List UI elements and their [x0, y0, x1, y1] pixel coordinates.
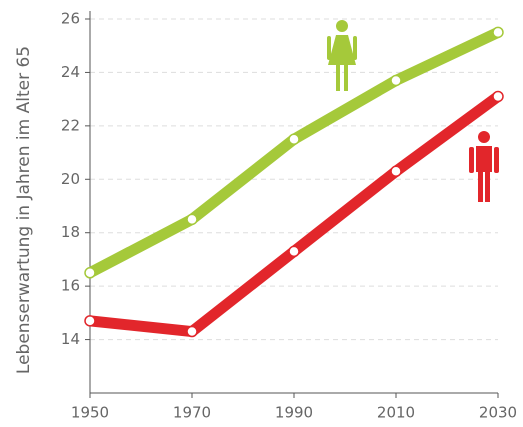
y-tick-label: 18: [61, 223, 80, 241]
y-tick-label: 20: [61, 170, 80, 188]
data-point: [186, 325, 198, 338]
series-line: [89, 92, 502, 338]
data-point: [492, 26, 504, 39]
x-tick-label: 2010: [377, 404, 415, 422]
data-point: [84, 315, 96, 327]
y-axis-label: Lebenserwartung in Jahren im Alter 65: [14, 46, 34, 374]
y-tick-label: 16: [61, 277, 80, 295]
data-point: [390, 74, 402, 87]
data-point: [288, 133, 300, 145]
data-point: [84, 267, 96, 279]
male-icon: [469, 131, 499, 202]
y-tick-label: 22: [61, 116, 80, 134]
x-tick-label: 1970: [173, 404, 211, 422]
data-point: [288, 245, 300, 258]
x-tick-label: 1950: [71, 404, 109, 422]
y-tick-label: 14: [61, 330, 80, 348]
x-tick-label: 1990: [275, 404, 313, 422]
series-line: [87, 27, 501, 278]
data-point: [492, 90, 504, 103]
y-tick-label: 26: [61, 10, 80, 28]
y-tick-label: 24: [61, 63, 80, 81]
data-point: [390, 165, 402, 178]
x-tick-label: 2030: [479, 404, 517, 422]
data-point: [186, 213, 198, 226]
female-icon: [327, 20, 357, 91]
